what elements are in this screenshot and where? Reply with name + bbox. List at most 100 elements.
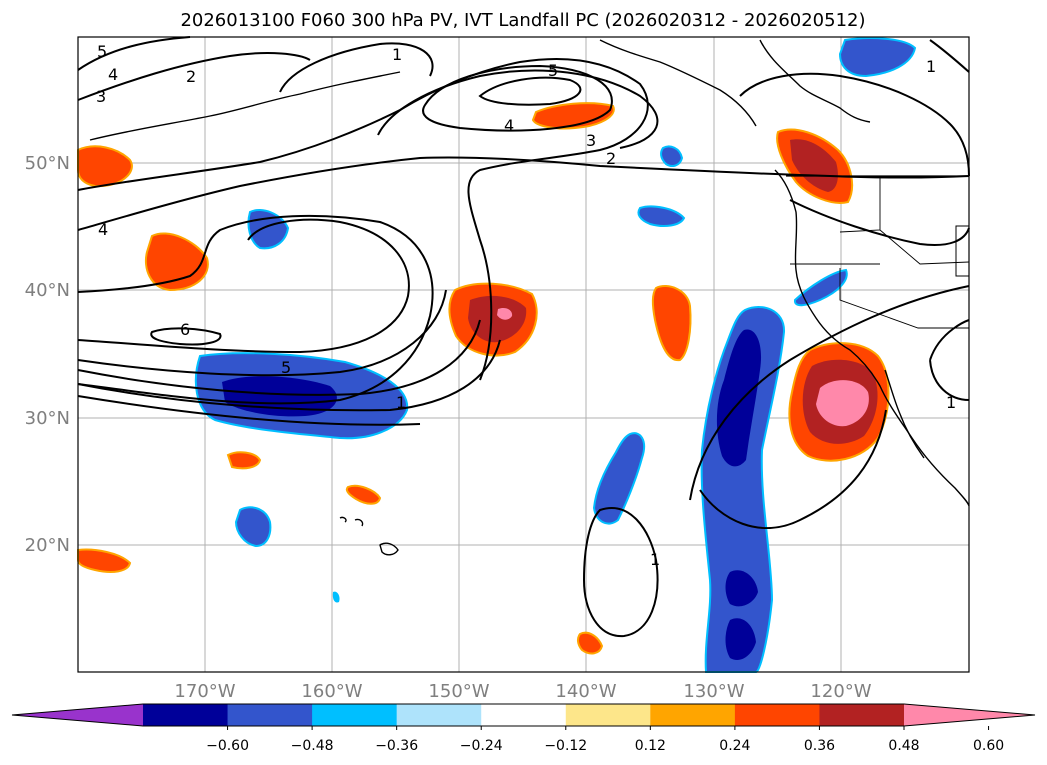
chart-title: 2026013100 F060 300 hPa PV, IVT Landfall…	[180, 10, 865, 31]
coastline	[759, 39, 871, 123]
pv-contour	[279, 42, 434, 93]
ivt-neg-region	[234, 506, 272, 548]
ivt-neg-region	[332, 591, 340, 603]
pv-contour	[377, 69, 659, 149]
colorbar-outline	[11, 703, 1036, 727]
lat-label: 50°N	[25, 153, 70, 174]
islands-hawaii-chain	[339, 516, 364, 527]
ivt-pos-core	[790, 139, 838, 192]
contour-label: 4	[108, 65, 118, 84]
ivt-neg-core	[725, 570, 758, 607]
coastline-aleutians	[89, 71, 401, 141]
ivt-neg-region	[794, 268, 848, 307]
ivt-neg-region	[838, 37, 917, 78]
contour-label: 5	[97, 42, 107, 61]
pv-contour	[77, 339, 501, 412]
colorbar-tick-label: −0.60	[206, 738, 249, 754]
contour-label: 1	[396, 393, 406, 412]
longitude-labels: 170°W 160°W 150°W 140°W 130°W 120°W	[174, 681, 871, 702]
pv-contour	[929, 319, 970, 401]
colorbar-cell	[734, 704, 820, 726]
pv-contour	[77, 156, 970, 231]
contour-label: 4	[504, 116, 514, 135]
ivt-pos-region	[576, 631, 604, 655]
ivt-pos-region	[345, 484, 382, 505]
coastline-alaska	[599, 39, 757, 127]
colorbar-extend-low	[12, 704, 143, 726]
ivt-neg-region	[592, 432, 646, 525]
lon-label: 170°W	[174, 681, 235, 702]
coastline-baja	[884, 369, 925, 459]
colorbar-cell	[819, 704, 905, 726]
pv-contour	[77, 214, 434, 405]
ivt-pos-region	[145, 232, 209, 292]
map-panel: 5 4 3 2 1 5 4 3 2 4 6 5 1 1 1 1	[77, 36, 970, 673]
colorbar-tick-label: 0.60	[973, 738, 1004, 754]
colorbar-tick-label: 0.48	[888, 738, 919, 754]
contour-label: 5	[548, 61, 558, 80]
pv-contour-labels: 5 4 3 2 1 5 4 3 2 4 6 5 1 1 1 1	[96, 42, 956, 569]
coastline-north-america	[774, 169, 970, 507]
pv-contour	[582, 507, 659, 638]
pv-contour	[77, 57, 649, 381]
pv-contour-5	[478, 76, 582, 106]
ivt-pos-region	[651, 285, 692, 362]
lon-label: 140°W	[555, 681, 616, 702]
pv-contour	[929, 39, 970, 73]
ivt-neg-region	[637, 205, 686, 227]
ivt-neg-core	[716, 329, 762, 467]
ivt-positive-regions	[77, 102, 890, 655]
lat-label: 40°N	[25, 280, 70, 301]
colorbar-cell	[565, 704, 651, 726]
contour-label: 1	[650, 550, 660, 569]
colorbar-cell	[143, 704, 229, 726]
pv-contour	[77, 289, 447, 377]
contour-label: 5	[281, 358, 291, 377]
colorbar-cell	[396, 704, 482, 726]
pv-contour	[689, 285, 970, 501]
latitude-labels: 50°N 40°N 30°N 20°N	[25, 153, 70, 556]
pv-contour	[77, 36, 311, 101]
colorbar-tick-label: 0.24	[719, 738, 750, 754]
colorbar-cell	[481, 704, 567, 726]
colorbar: −0.60 −0.48 −0.36 −0.24 −0.12 0.12 0.24 0.36 0.4…	[11, 703, 1036, 754]
ivt-pos-region	[77, 548, 132, 573]
lon-label: 130°W	[683, 681, 744, 702]
ivt-pos-max	[497, 307, 513, 320]
colorbar-cell	[650, 704, 736, 726]
colorbar-tick-label: −0.36	[375, 738, 418, 754]
pv-contour-6	[150, 327, 222, 346]
contour-label: 2	[606, 149, 616, 168]
pv-contour	[77, 218, 410, 354]
map-frame	[77, 36, 970, 673]
contour-label: 1	[392, 45, 402, 64]
ivt-neg-region	[660, 145, 684, 167]
lon-label: 160°W	[301, 681, 362, 702]
colorbar-tick-label: 0.12	[635, 738, 666, 754]
lat-label: 20°N	[25, 535, 70, 556]
contour-label: 6	[180, 320, 190, 339]
ivt-pos-core	[468, 295, 527, 343]
pv-contour	[77, 319, 481, 396]
contour-label: 2	[186, 67, 196, 86]
contour-label: 3	[586, 131, 596, 150]
ivt-pos-max	[816, 380, 869, 427]
lat-label: 30°N	[25, 408, 70, 429]
contour-label: 1	[946, 393, 956, 412]
pv-contour	[789, 199, 970, 246]
lon-label: 120°W	[810, 681, 871, 702]
colorbar-tick-label: 0.36	[804, 738, 835, 754]
ivt-pos-region	[226, 451, 262, 470]
contour-label: 4	[98, 220, 108, 239]
colorbar-cell	[227, 704, 313, 726]
colorbar-tick-label: −0.24	[460, 738, 503, 754]
pv-contour	[699, 409, 887, 529]
contour-label: 3	[96, 87, 106, 106]
state-borders	[790, 176, 970, 329]
colorbar-tick-label: −0.48	[291, 738, 334, 754]
coastlines	[89, 39, 970, 556]
ivt-neg-core	[725, 618, 756, 661]
pv-contour	[422, 64, 613, 132]
colorbar-cell	[312, 704, 398, 726]
